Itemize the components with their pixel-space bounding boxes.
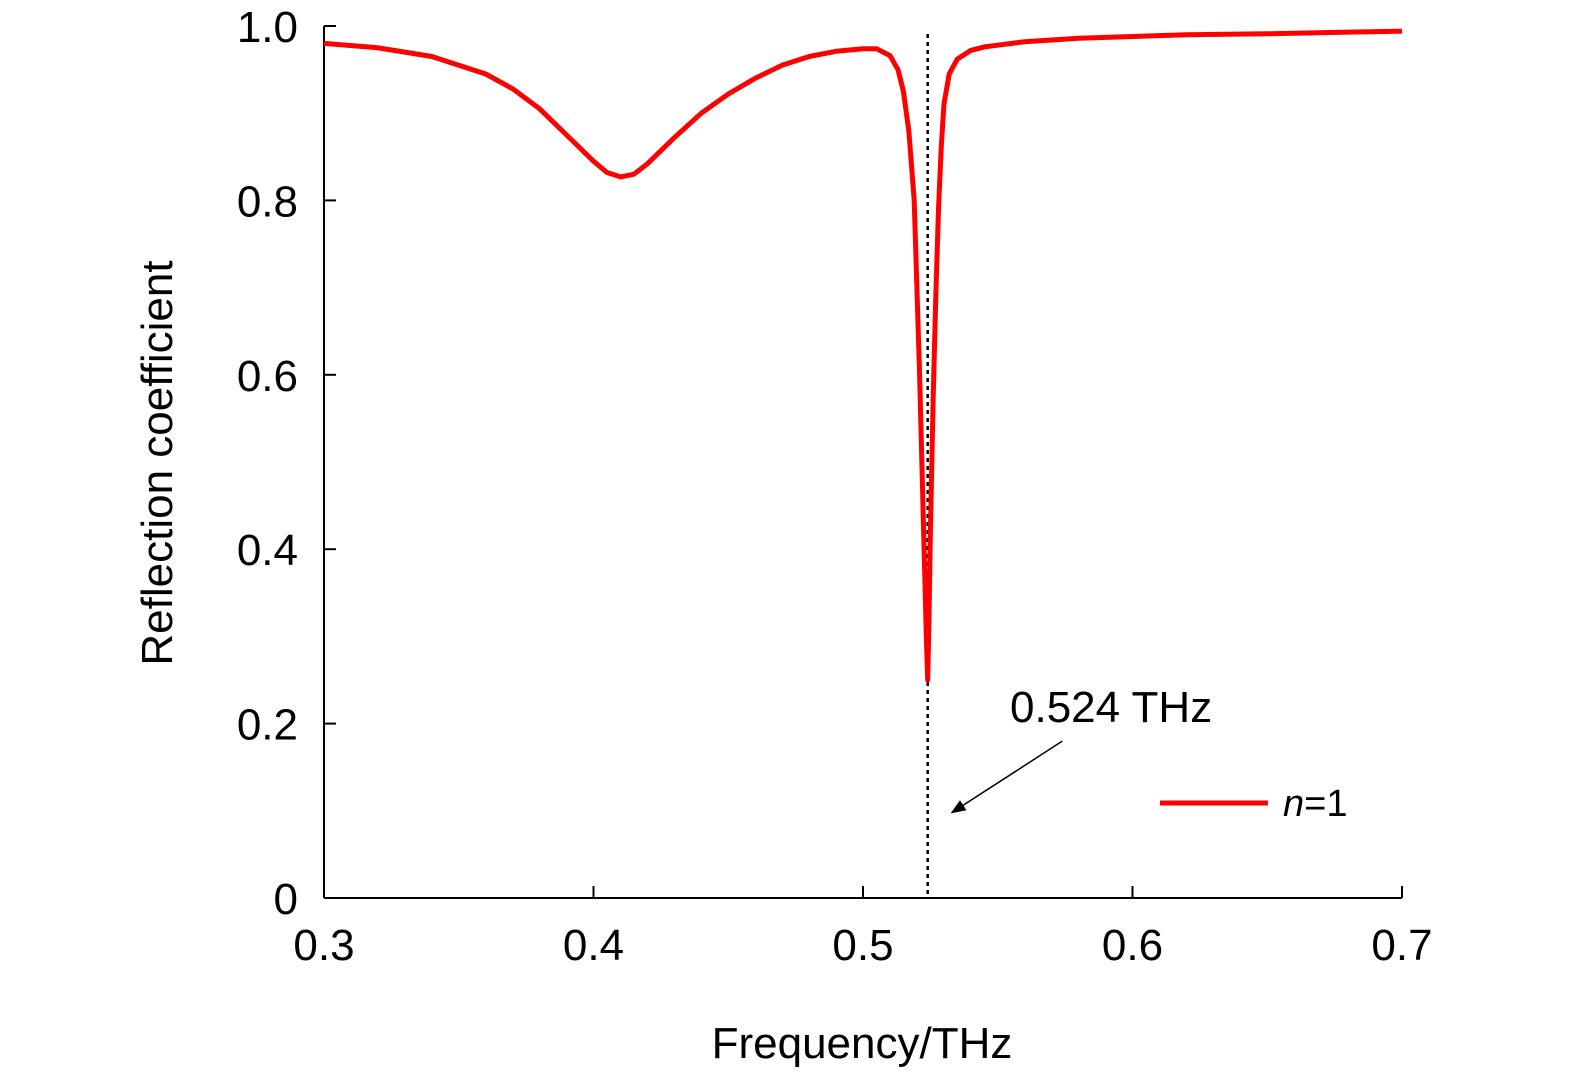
x-ticks: 0.3 0.4 0.5 0.6 0.7 <box>293 886 1433 970</box>
y-tick-label: 0.2 <box>237 701 298 750</box>
y-tick-label: 0 <box>274 875 298 924</box>
legend-label-rest: =1 <box>1304 783 1347 825</box>
annotation-label: 0.524 THz <box>1010 683 1212 732</box>
y-axis-title: Reflection coefficient <box>133 260 182 665</box>
x-tick-label: 0.5 <box>832 921 893 970</box>
legend-label-italic: n <box>1283 783 1304 825</box>
series-line-n1 <box>323 28 1403 683</box>
annotation-arrow <box>950 740 1063 814</box>
legend: n=1 <box>1160 783 1347 825</box>
y-ticks: 0 0.2 0.4 0.6 0.8 1.0 <box>237 3 336 924</box>
legend-label-n1: n=1 <box>1283 783 1347 825</box>
x-axis-title: Frequency/THz <box>712 1019 1013 1068</box>
y-tick-label: 0.8 <box>237 177 298 226</box>
annotation: 0.524 THz <box>950 683 1212 814</box>
axes <box>323 26 1402 899</box>
x-tick-label: 0.7 <box>1371 921 1432 970</box>
x-tick-label: 0.4 <box>563 921 624 970</box>
x-tick-label: 0.6 <box>1102 921 1163 970</box>
y-tick-label: 0.6 <box>237 352 298 401</box>
y-tick-label: 1.0 <box>237 3 298 52</box>
x-tick-label: 0.3 <box>293 921 354 970</box>
series-group <box>323 28 1403 683</box>
y-tick-label: 0.4 <box>237 526 298 575</box>
